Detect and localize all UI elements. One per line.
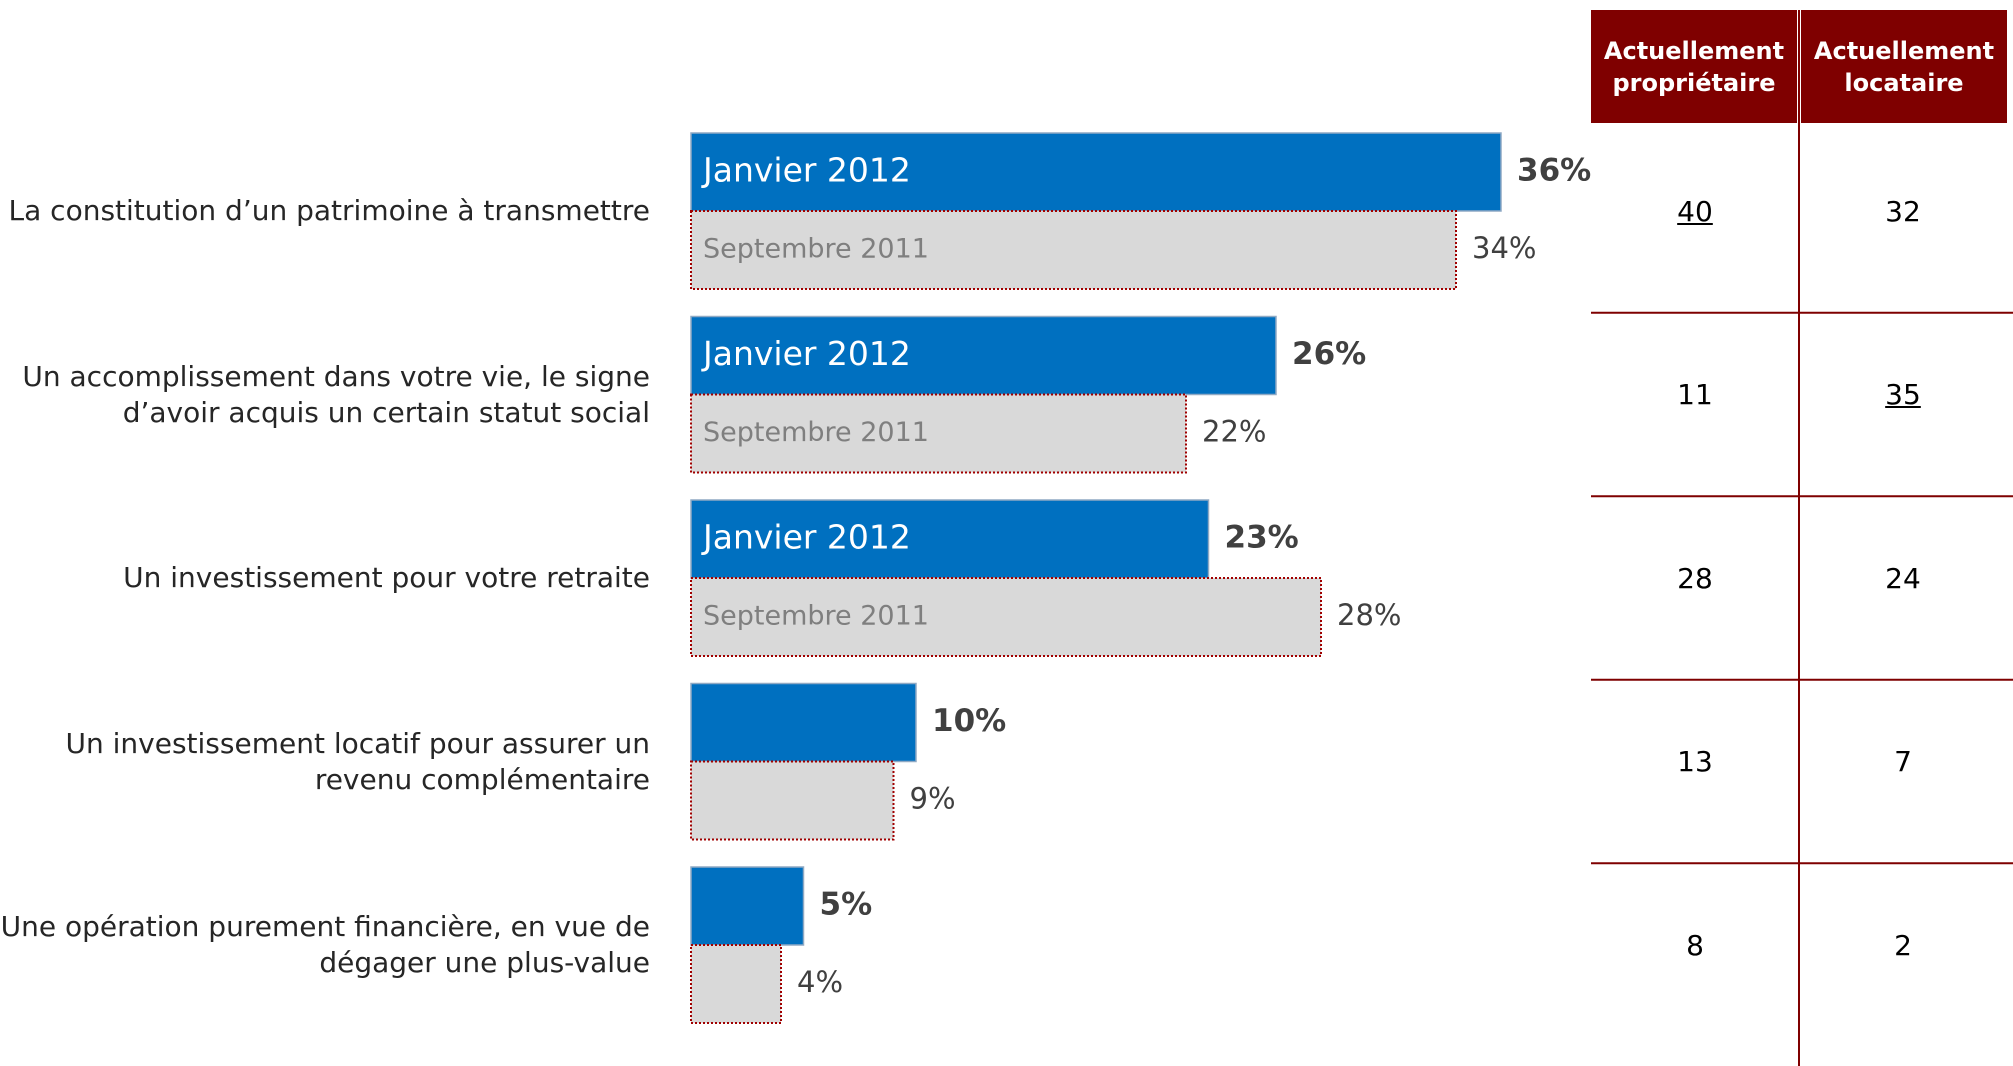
value-label: 23% bbox=[1225, 520, 1299, 556]
series-name: Janvier 2012 bbox=[701, 518, 911, 557]
bar bbox=[690, 210, 1457, 290]
value-label: 4% bbox=[797, 965, 843, 999]
table-cell: 11 bbox=[1677, 378, 1713, 411]
bar bbox=[690, 132, 1502, 212]
table-header: Actuellement propriétaire bbox=[1591, 10, 1797, 123]
value-label: 22% bbox=[1202, 415, 1266, 449]
table-cell: 32 bbox=[1885, 194, 1921, 228]
category-label: La constitution d’un patrimoine à transm… bbox=[8, 194, 650, 227]
table-cell: 7 bbox=[1894, 745, 1912, 778]
table-cell: 28 bbox=[1677, 561, 1713, 595]
series-name: Septembre 2011 bbox=[703, 417, 929, 448]
category-label: Un accomplissement dans votre vie, le si… bbox=[22, 359, 650, 429]
table-cell: 35 bbox=[1885, 378, 1921, 411]
bar bbox=[690, 682, 917, 763]
category-label: Un investissement pour votre retraite bbox=[123, 561, 650, 594]
table-cell: 24 bbox=[1885, 561, 1921, 595]
table-header: Actuellement locataire bbox=[1801, 10, 2007, 123]
bar bbox=[690, 760, 895, 841]
bar bbox=[690, 393, 1187, 474]
series-name: Janvier 2012 bbox=[701, 334, 911, 373]
bar bbox=[690, 944, 782, 1024]
table-cell: 2 bbox=[1894, 928, 1912, 962]
table-cell: 13 bbox=[1677, 745, 1713, 778]
bar bbox=[690, 315, 1277, 396]
table-cell: 40 bbox=[1677, 194, 1713, 228]
category-label: Une opération purement financière, en vu… bbox=[0, 910, 650, 979]
value-label: 36% bbox=[1517, 153, 1591, 189]
value-label: 28% bbox=[1337, 598, 1401, 632]
value-label: 5% bbox=[820, 887, 873, 923]
value-label: 26% bbox=[1292, 336, 1366, 372]
value-label: 9% bbox=[910, 782, 956, 816]
series-name: Septembre 2011 bbox=[703, 234, 929, 265]
value-label: 10% bbox=[932, 703, 1006, 739]
series-name: Janvier 2012 bbox=[701, 151, 911, 190]
value-label: 34% bbox=[1472, 231, 1536, 265]
table-cell: 8 bbox=[1686, 928, 1704, 962]
series-name: Septembre 2011 bbox=[703, 601, 929, 632]
bar bbox=[690, 499, 1210, 579]
bar bbox=[690, 577, 1322, 657]
category-label: Un investissement locatif pour assurer u… bbox=[65, 726, 651, 796]
bar bbox=[690, 866, 805, 946]
